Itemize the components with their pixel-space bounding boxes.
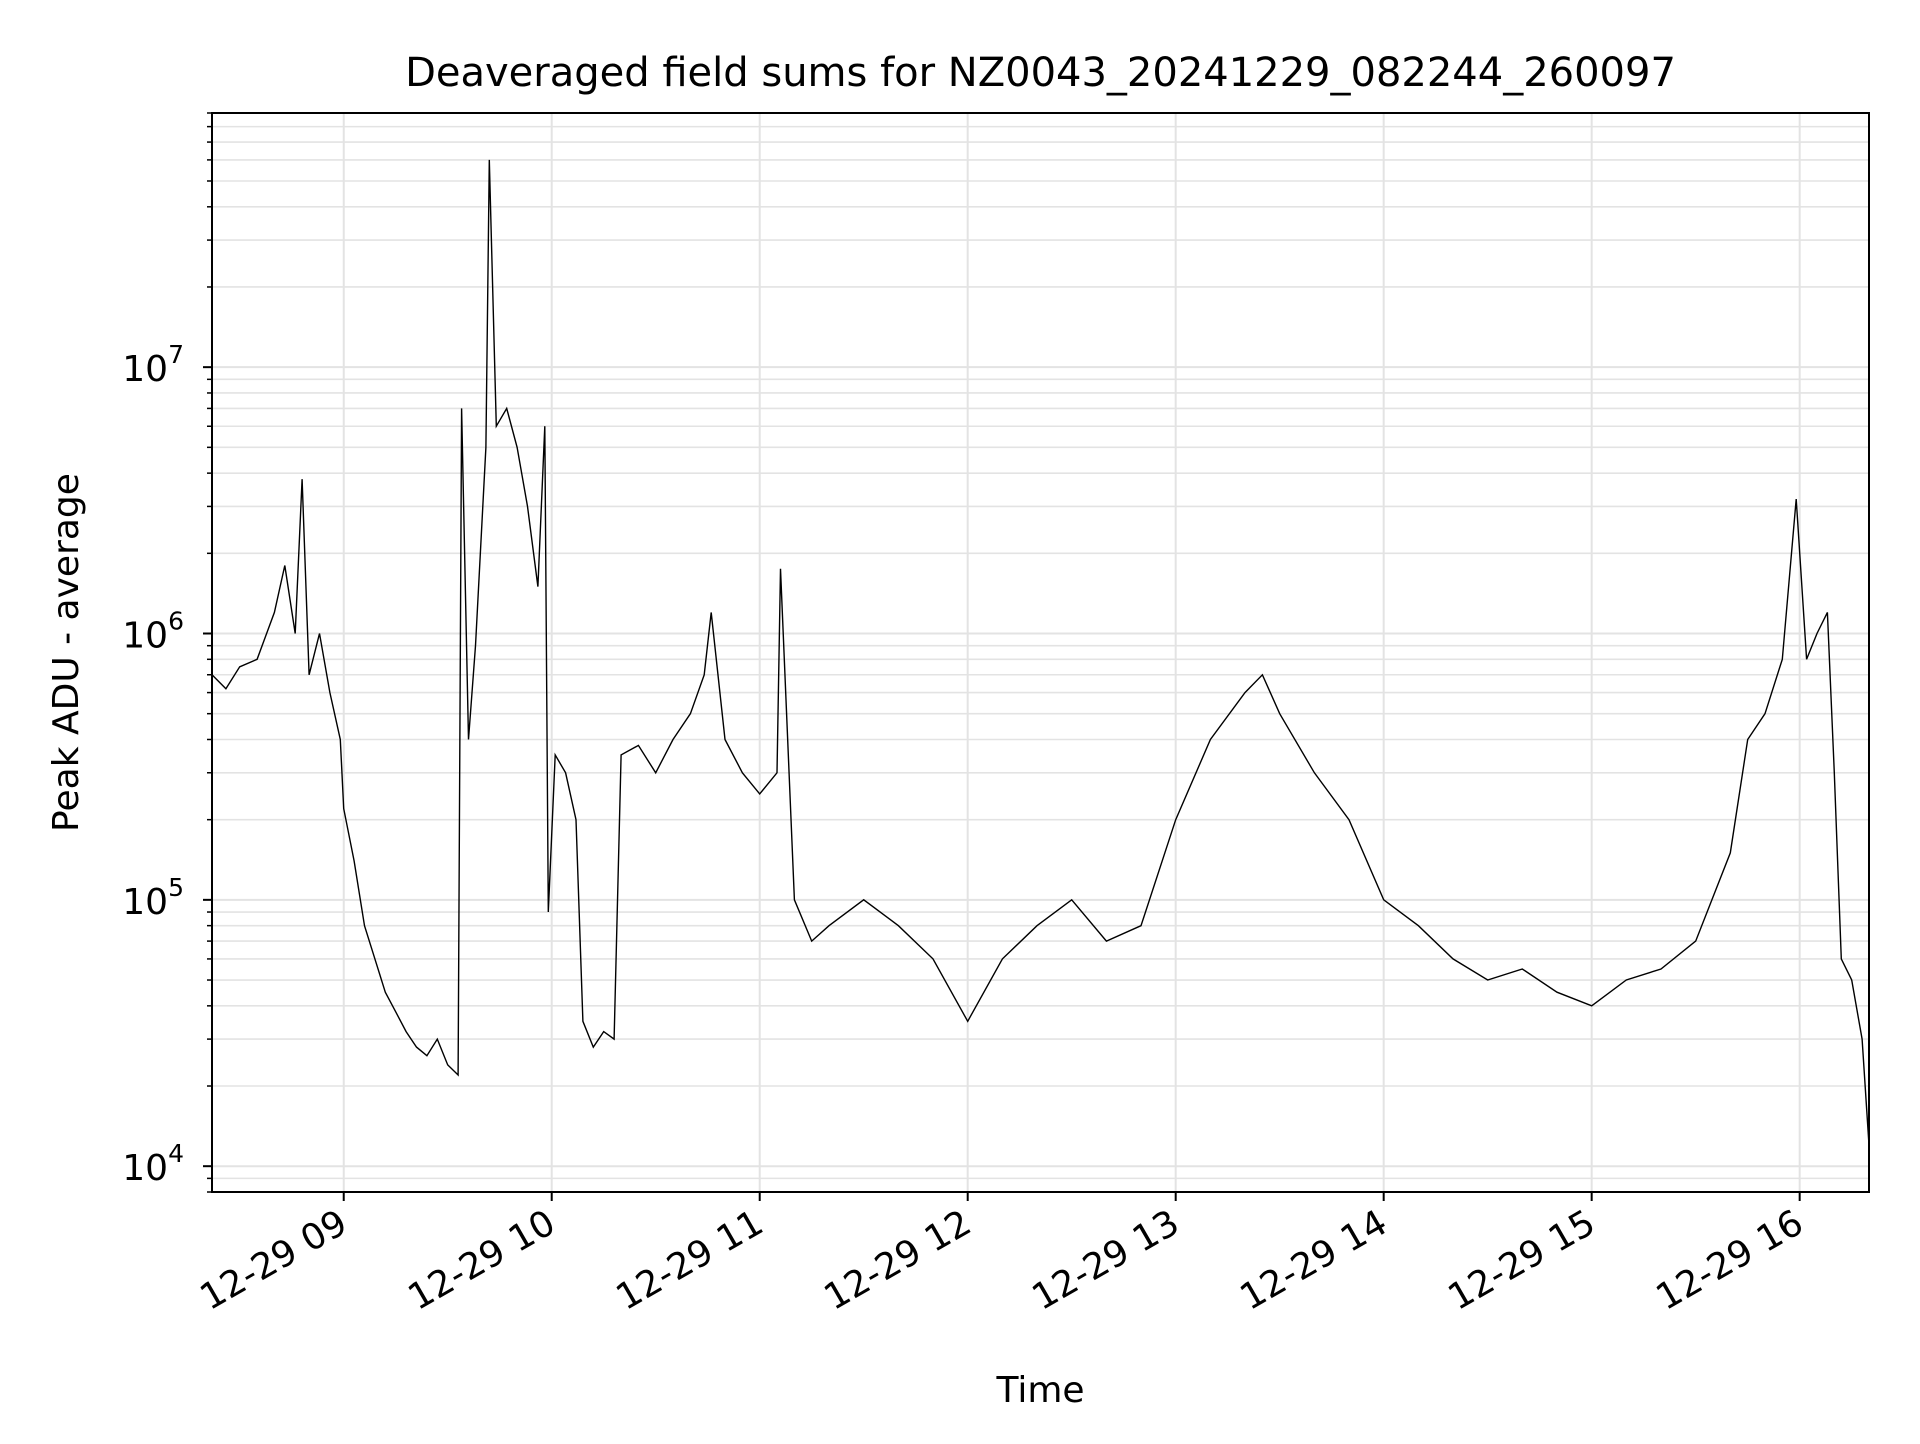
- y-tick-label: 105: [122, 873, 184, 923]
- plot-area: [211, 159, 1870, 1146]
- y-tick-label: 106: [122, 607, 184, 657]
- y-axis-label: Peak ADU - average: [46, 473, 87, 832]
- y-tick-label: 107: [122, 340, 184, 390]
- y-tick-label: 104: [122, 1139, 184, 1189]
- grid: [212, 112, 1869, 1193]
- series-line-0: [211, 159, 1870, 1146]
- chart-title: Deaveraged field sums for NZ0043_2024122…: [405, 50, 1676, 96]
- axes-frame: [211, 112, 1870, 1193]
- x-axis-label: Time: [995, 1370, 1084, 1411]
